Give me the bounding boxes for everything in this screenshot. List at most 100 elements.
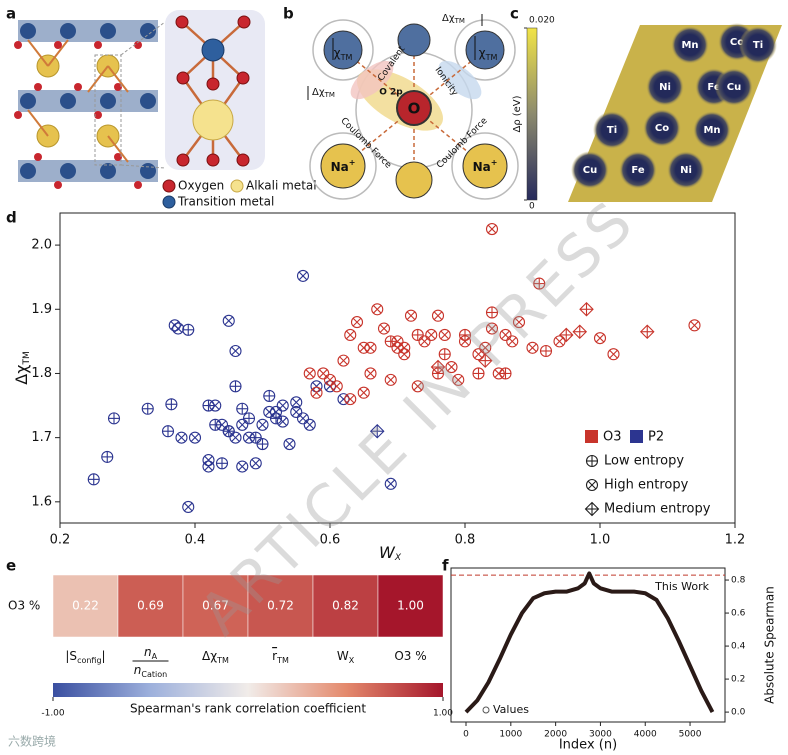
scatter-point [222,314,235,327]
marker-shape [364,341,377,354]
scatter-point [107,412,121,425]
marker-stroke [291,407,301,417]
scatter-point [236,402,249,415]
marker-stroke [312,388,321,398]
marker-shape [506,335,519,348]
panel-a-structure: Oxygen Alkali metal Transition metal [14,10,317,209]
marker-shape [182,500,195,514]
marker-stroke [501,330,510,340]
marker-shape [585,478,599,492]
column-label: |Sconfig| [65,649,105,665]
marker-stroke [494,369,504,378]
scatter-point [472,367,485,380]
x-tick-label: 0.4 [185,533,206,548]
marker-shape [452,373,465,386]
panel-label: d [6,209,17,227]
scatter-point [290,396,303,409]
marker-shape [236,418,249,431]
marker-stroke [204,455,213,465]
marker-stroke [359,343,369,353]
marker-stroke [366,343,375,353]
column-label: nCation [134,663,167,679]
marker-stroke [339,356,348,365]
legend-swatch [630,430,643,443]
scatter-point [330,380,343,393]
marker-shape [202,454,215,467]
legend-label: Values [493,703,529,716]
atom-label: O [408,100,421,118]
density-hole [646,68,684,106]
scatter-point [209,399,222,412]
marker-shape [296,269,310,282]
marker-shape [222,314,235,327]
marker-shape [344,393,357,406]
legend-label: High entropy [604,478,689,493]
symbol: W [379,543,396,562]
marker-shape [344,328,357,341]
scatter-point [579,301,594,317]
cell-label: 0.72 [267,599,294,613]
legend-marker [482,706,490,714]
scatter-point [202,454,215,467]
symbol: O3 % [394,649,426,663]
symbol: Δχ [312,87,325,98]
scatter-point [499,367,512,380]
marker-shape [438,328,451,341]
scatter-point [585,454,599,468]
marker-stroke [251,459,261,468]
marker-shape [317,367,330,380]
scatter-point [337,393,350,406]
scatter-point [452,373,465,386]
scatter-point [317,367,330,380]
marker-shape [411,380,424,393]
scatter-point [290,405,303,419]
colorbar [53,683,443,697]
marker-stroke [258,420,267,430]
colorbar-tick-label: 0.020 [529,16,555,26]
scatter-point [371,303,384,316]
scatter-point [438,328,451,341]
element-label: Ni [680,165,692,176]
marker-stroke [345,394,355,404]
marker-shape [283,438,296,451]
symbol: W [337,649,349,663]
symbol: Na [331,160,349,174]
scatter-point [236,418,249,431]
delta-label: ΔχTM [312,87,335,99]
superscript: + [349,158,356,167]
scatter-point [323,380,337,393]
marker-shape [357,386,370,399]
scatter-point [553,335,566,348]
symbol: Δχ [442,13,455,24]
marker-shape [310,380,323,393]
legend-swatch [585,430,598,443]
marker-shape [242,431,256,444]
scatter-point [377,322,391,335]
marker-stroke [224,316,234,326]
scatter-point [269,405,283,419]
subscript: A [152,652,158,661]
scatter-point [101,450,114,463]
heatmap-cell [247,574,314,638]
marker-stroke [177,433,186,442]
marker-stroke [237,462,247,471]
scatter-point [411,328,424,341]
scatter-point [182,500,195,514]
colorbar-tick-label: -1.00 [41,709,65,719]
atom-label: Na+ [473,158,498,174]
marker-stroke [393,343,402,353]
scatter-point [229,344,242,358]
symbol: n [134,663,142,677]
marker-shape [512,316,526,329]
scatter-point [485,306,499,319]
density-hole [643,109,681,147]
scatter-point [539,344,553,358]
scatter-point [256,438,269,451]
scatter-point [215,457,229,470]
scatter-point [202,460,215,473]
marker-shape [249,457,262,470]
column-label: ΔχTM [202,649,229,665]
x-tick-label: 3000 [589,730,612,740]
marker-stroke [305,420,315,430]
scatter-point [404,309,418,322]
